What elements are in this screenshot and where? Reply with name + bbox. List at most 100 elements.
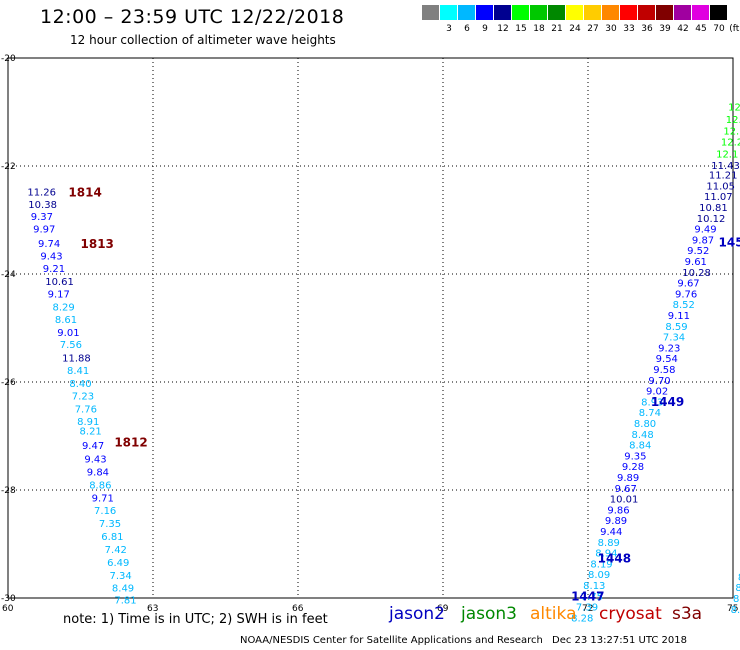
legend-swatch [584,5,601,20]
lon-tick-label: 72 [582,604,593,614]
lon-tick-label: 66 [292,604,304,614]
lat-tick-label: -22 [1,162,16,172]
wave-height-value: 7.16 [94,506,116,517]
track-label: 145 [719,236,740,250]
wave-height-value: 12.1 [716,150,738,161]
track-label: 1812 [114,435,147,449]
footer-note: note: 1) Time is in UTC; 2) SWH is in fe… [63,612,328,627]
wave-height-value: 8. [733,594,740,605]
legend-label: 9 [482,24,488,34]
wave-height-value: 9.74 [38,239,60,250]
wave-height-value: 11.21 [709,171,738,182]
wave-height-value: 9.84 [87,468,109,479]
wave-height-value: 9.76 [675,289,697,300]
legend-swatch [710,5,727,20]
wave-height-value: 11.88 [62,354,91,365]
wave-height-value: 6.81 [101,532,123,543]
wave-height-value: 7.34 [110,571,132,582]
wave-height-value: 9.89 [605,516,627,527]
legend-swatch [602,5,619,20]
wave-height-value: 9.54 [656,354,678,365]
wave-height-value: 8.28 [571,613,593,624]
wave-height-value: 10.12 [697,214,726,225]
satellite-s3a: s3a [672,604,703,624]
legend-swatch [566,5,583,20]
wave-height-value: 7.42 [105,545,127,556]
satellite-jason3: jason3 [461,604,517,624]
wave-height-value: 9.02 [646,387,668,398]
legend-label: 27 [587,24,599,34]
wave-height-value: 9.71 [92,494,114,505]
legend-label: 70 [713,24,725,34]
lat-tick-label: -26 [1,378,16,388]
legend-label: 24 [569,24,581,34]
wave-height-value: 10.38 [28,200,57,211]
lat-tick-label: -30 [1,594,16,604]
legend-label: 36 [641,24,653,34]
map-title: 12:00 – 23:59 UTC 12/22/2018 [40,6,345,28]
wave-height-value: 9.47 [82,441,104,452]
wave-height-value: 8.93 [641,397,663,408]
wave-height-value: 9.52 [687,246,709,257]
legend-swatch [530,5,547,20]
legend-label: 12 [497,24,509,34]
wave-height-value: 9.97 [33,225,55,236]
lat-tick-label: -24 [1,270,16,280]
legend-swatch [548,5,565,20]
wave-height-value: 9.86 [607,505,629,516]
wave-height-value: 8. [731,605,740,616]
track-label: 1447 [571,589,604,603]
lat-tick-label: -20 [1,54,16,64]
wave-height-value: 9.67 [677,279,699,290]
wave-height-value: 7.75 [581,592,603,603]
legend-swatch [638,5,655,20]
wave-height-value: 9.37 [31,212,53,223]
satellite-cryosat: cryosat [599,604,662,624]
wave-height-value: 8.41 [67,366,89,377]
wave-height-value: 8.40 [69,379,91,390]
legend-label: 18 [533,24,545,34]
wave-height-value: 8.09 [588,570,610,581]
wave-height-value: 8.80 [634,419,656,430]
wave-height-value: 8.61 [55,315,77,326]
satellite-altika: altika [530,604,577,624]
wave-height-value: 8.21 [80,427,102,438]
wave-height-value: 8.74 [639,408,661,419]
legend-swatch [674,5,691,20]
wave-height-value: 9.61 [685,257,707,268]
satellite-jason2: jason2 [389,604,445,624]
wave-height-value: 7.81 [114,596,136,607]
wave-height-value: 9.11 [668,311,690,322]
wave-height-value: 12. [723,126,739,137]
wave-height-value: 8.19 [590,559,612,570]
legend-swatch [494,5,511,20]
wave-height-value: 7.39 [576,603,598,614]
legend-swatch [422,5,439,20]
wave-height-value: 8.86 [89,481,111,492]
wave-height-value: 8.84 [629,441,651,452]
wave-height-value: 8 [738,572,740,583]
wave-height-value: 8.52 [673,300,695,311]
footer-credit: NOAA/NESDIS Center for Satellite Applica… [240,635,543,646]
legend-swatch [656,5,673,20]
wave-height-value: 11.43 [711,161,740,172]
wave-height-value: 8.94 [595,549,617,560]
legend-label: 39 [659,24,671,34]
track-label: 1814 [68,185,101,199]
wave-height-value: 9.87 [692,235,714,246]
legend-swatch [620,5,637,20]
wave-height-value: 12.2 [721,138,740,149]
legend-label: 30 [605,24,617,34]
legend-label: 15 [515,24,527,34]
legend-label: 6 [464,24,470,34]
wave-height-value: 10.01 [610,495,639,506]
wave-height-value: 9.58 [653,365,675,376]
legend-swatch [512,5,529,20]
wave-height-value: 8.59 [665,322,687,333]
wave-height-value: 8.13 [583,581,605,592]
wave-height-value: 7.76 [75,404,97,415]
track-label: 1448 [598,552,631,566]
track-label: 1449 [651,395,684,409]
wave-height-value: 9.67 [615,484,637,495]
